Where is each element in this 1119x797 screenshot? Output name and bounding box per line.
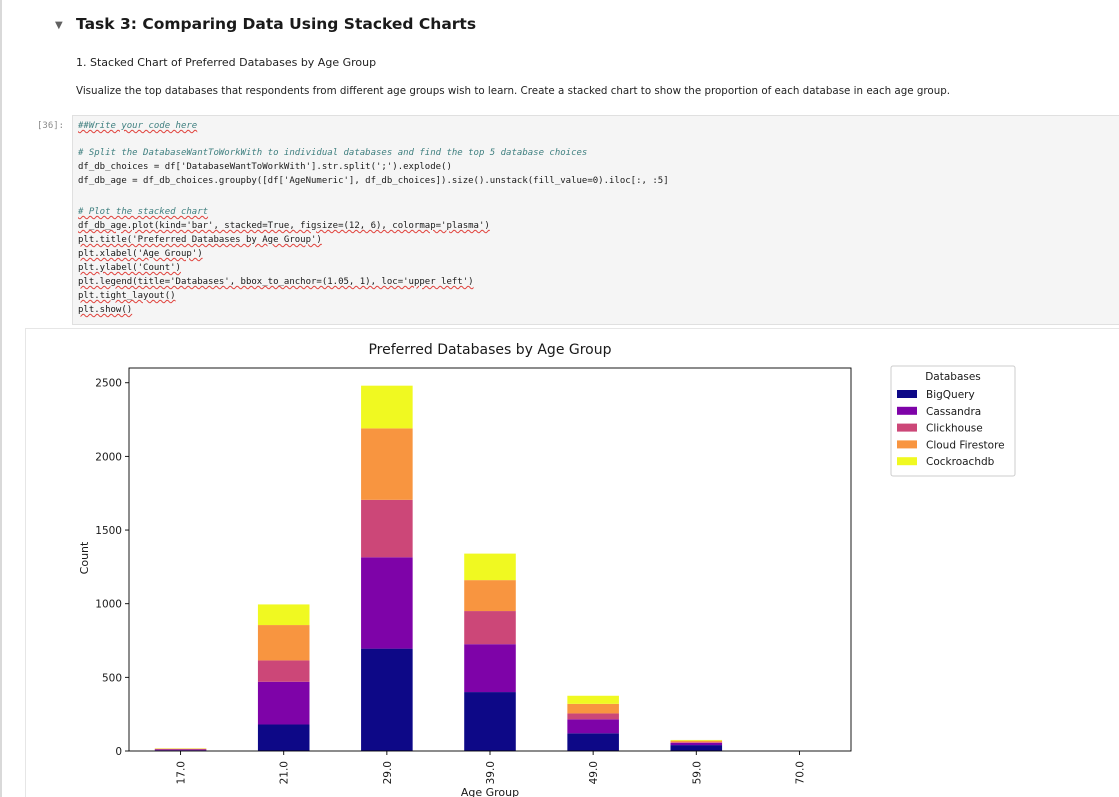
x-tick-label: 70.0 [794,761,806,784]
legend-swatch [897,423,917,432]
bar-segment [257,660,310,682]
code-line: plt.xlabel('Age Group') [78,249,203,260]
bar-segment [361,428,413,500]
code-text: plt.ylabel('Count') [78,263,181,273]
legend-swatch [897,457,917,466]
bar-segment [567,733,619,751]
bar-segment [257,625,310,661]
legend-swatch [897,406,917,415]
instructions-text: Visualize the top databases that respond… [76,85,951,97]
bar-segment [257,724,310,751]
code-line: df_db_age.plot(kind='bar', stacked=True,… [78,221,490,232]
bar-segment [464,580,516,612]
code-text: df_db_age.plot(kind='bar', stacked=True,… [78,221,490,231]
subheading: 1. Stacked Chart of Preferred Databases … [76,56,377,69]
code-line: # Plot the stacked chart [78,207,208,218]
code-line: plt.tight_layout() [78,291,176,302]
bar-segment [670,742,723,746]
collapse-caret-icon[interactable]: ▼ [55,20,63,31]
y-axis-label: Count [78,541,91,574]
y-tick-label: 2000 [95,451,122,463]
x-tick-label: 29.0 [382,761,394,784]
legend-label: Clickhouse [926,423,983,435]
y-tick-label: 500 [102,672,122,684]
bar-segment [567,719,619,734]
bar-segment [464,611,516,645]
bar-segment [464,692,516,751]
code-line: plt.legend(title='Databases', bbox_to_an… [78,277,474,288]
code-text: plt.legend(title='Databases', bbox_to_an… [78,277,474,287]
code-comment: # Plot the stacked chart [78,207,209,217]
output-left-border [25,328,26,797]
code-line: plt.title('Preferred Databases by Age Gr… [78,235,322,246]
bar-segment [464,644,516,693]
code-text: plt.title('Preferred Databases by Age Gr… [78,235,322,245]
legend-label: Cassandra [926,406,981,418]
bar-segment [670,742,723,743]
bar-segment [670,739,723,741]
code-comment: # Split the DatabaseWantToWorkWith to in… [78,148,588,158]
legend-swatch [897,390,917,398]
code-line: df_db_age = df_db_choices.groupby([df['A… [78,176,669,187]
legend-swatch [897,440,917,449]
code-line: plt.show() [78,305,132,316]
y-tick-label: 2500 [95,378,122,390]
code-line: ##Write your code here [78,121,197,132]
code-line: plt.ylabel('Count') [78,263,181,274]
x-tick-label: 21.0 [279,761,291,784]
cell-execution-count: [36]: [37,121,65,131]
y-tick-label: 1000 [95,599,122,611]
x-axis-label: Age Group [461,786,519,797]
y-tick-label: 0 [115,746,122,758]
code-text: df_db_age = df_db_choices.groupby([df['A… [78,176,669,186]
bar-segment [567,713,619,720]
x-tick-label: 59.0 [691,761,703,784]
chart-title: Preferred Databases by Age Group [368,342,611,358]
bar-segment [361,385,413,429]
task-heading: Task 3: Comparing Data Using Stacked Cha… [76,15,477,33]
x-tick-label: 17.0 [176,761,188,784]
notebook-left-rule [0,0,2,797]
bar-segment [567,703,619,714]
legend-label: Cockroachdb [926,456,995,468]
code-text: plt.tight_layout() [78,291,176,301]
bar-segment [670,740,723,743]
output-divider [25,328,1119,329]
bar-segment [464,553,516,581]
bar-segment [257,604,310,626]
y-tick-label: 1500 [95,525,122,537]
code-comment: ##Write your code here [78,121,198,131]
legend-box [890,365,1016,477]
bar-segment [670,745,723,751]
bar-segment [257,681,310,725]
x-tick-label: 49.0 [588,761,600,784]
code-text: plt.xlabel('Age Group') [78,249,203,259]
code-line: df_db_choices = df['DatabaseWantToWorkWi… [78,162,452,173]
legend-title: Databases [925,371,981,383]
code-line: # Split the DatabaseWantToWorkWith to in… [78,148,587,159]
code-cell[interactable]: ##Write your code here # Split the Datab… [72,115,1119,325]
code-text: df_db_choices = df['DatabaseWantToWorkWi… [78,162,452,172]
bar-segment [154,749,207,751]
legend-label: BigQuery [926,389,975,401]
bar-segment [567,695,619,704]
bar-segment [361,557,413,649]
x-tick-label: 39.0 [485,761,497,784]
code-text: plt.show() [78,305,133,315]
bar-segment [361,499,413,558]
legend-label: Cloud Firestore [926,439,1005,451]
bar-segment [361,648,413,751]
